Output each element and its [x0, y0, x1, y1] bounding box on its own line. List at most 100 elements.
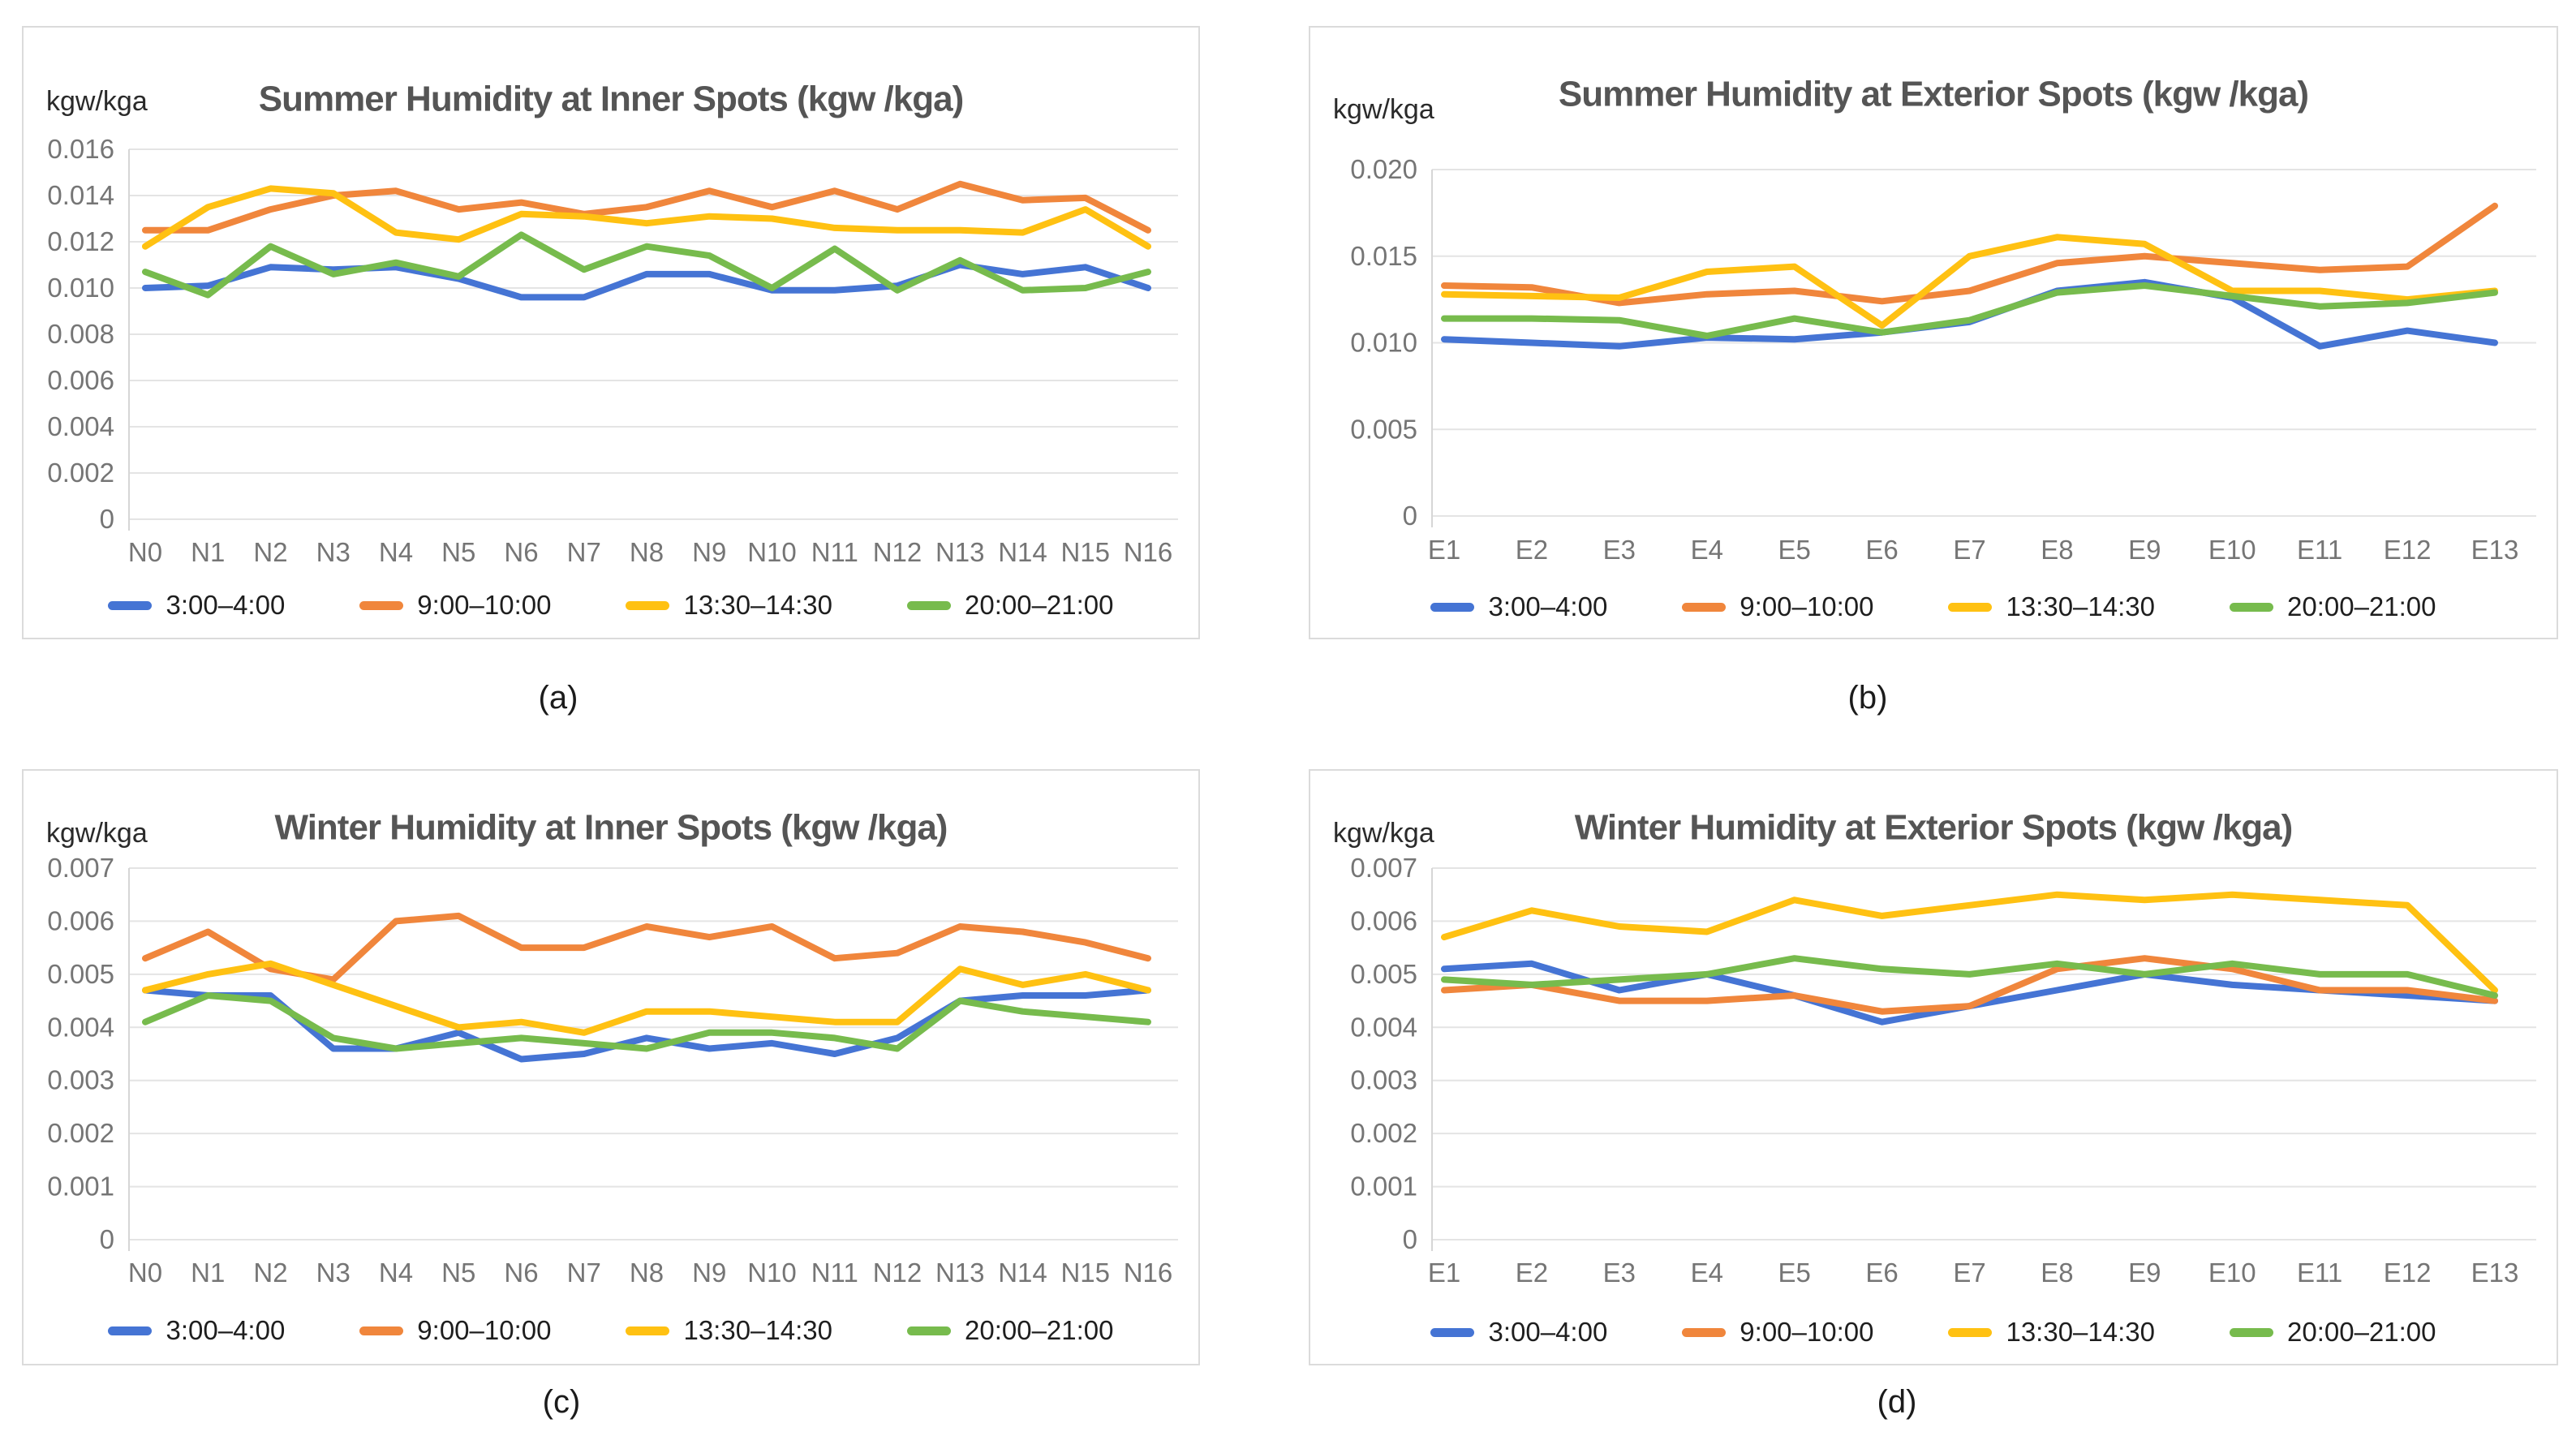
- x-axis-tick-label: N8: [630, 537, 664, 567]
- y-axis-tick-label: 0.003: [1350, 1065, 1417, 1095]
- legend-label: 20:00–21:00: [964, 1315, 1114, 1345]
- chart-title: Summer Humidity at Exterior Spots (kgw /…: [1559, 75, 2308, 114]
- x-axis-tick-label: E8: [2041, 535, 2073, 565]
- chart-panel-winter-exterior: Winter Humidity at Exterior Spots (kgw /…: [1309, 769, 2558, 1365]
- legend-swatch-icon: [906, 600, 951, 610]
- chart-canvas-a: Summer Humidity at Inner Spots (kgw /kga…: [46, 80, 1178, 567]
- legend-label: 3:00–4:00: [1488, 1317, 1608, 1347]
- x-axis-tick-label: N6: [504, 537, 538, 567]
- x-axis-tick-label: N1: [191, 537, 225, 567]
- legend-item: 20:00–21:00: [906, 1315, 1114, 1346]
- x-axis-tick-label: N16: [1124, 537, 1173, 567]
- legend-label: 3:00–4:00: [166, 1315, 286, 1345]
- x-axis-tick-label: N14: [998, 537, 1047, 567]
- series-line-2: [142, 185, 1151, 250]
- x-axis-tick-label: N5: [441, 1258, 475, 1288]
- legend-swatch-icon: [1682, 1327, 1727, 1337]
- legend-item: 20:00–21:00: [2229, 591, 2436, 622]
- y-axis-tick-label: 0.004: [47, 411, 114, 441]
- legend-item: 20:00–21:00: [906, 590, 1114, 621]
- chart-canvas-c: Winter Humidity at Inner Spots (kgw /kga…: [46, 808, 1178, 1288]
- x-axis-tick-label: N2: [253, 537, 287, 567]
- x-axis-tick-label: N15: [1060, 537, 1110, 567]
- x-axis-tick-label: N14: [998, 1258, 1047, 1288]
- legend-swatch-icon: [626, 600, 670, 610]
- x-axis-tick-label: E7: [1953, 1258, 1985, 1288]
- legend-item: 13:30–14:30: [626, 1315, 832, 1346]
- legend-label: 9:00–10:00: [1740, 591, 1874, 621]
- y-axis-tick-label: 0.004: [47, 1012, 114, 1042]
- legend-item: 13:30–14:30: [626, 590, 832, 621]
- chart-legend: 3:00–4:00 9:00–10:00 13:30–14:30 20:00–21:0…: [24, 587, 1198, 623]
- legend-swatch-icon: [108, 1326, 153, 1335]
- x-axis-tick-label: E3: [1603, 1258, 1636, 1288]
- series-line-1: [142, 180, 1151, 234]
- series-line-3: [1441, 282, 2498, 339]
- x-axis-tick-label: N9: [692, 537, 726, 567]
- x-axis-tick-label: E4: [1691, 535, 1723, 565]
- series-line-0: [142, 987, 1151, 1063]
- chart-title: Winter Humidity at Exterior Spots (kgw /…: [1575, 808, 2293, 848]
- legend-swatch-icon: [1948, 1327, 1993, 1337]
- legend-swatch-icon: [906, 1326, 951, 1335]
- series-line-2: [142, 960, 1151, 1036]
- y-axis-tick-label: 0.020: [1350, 154, 1417, 184]
- x-axis-tick-label: N6: [504, 1258, 538, 1288]
- y-axis-tick-label: 0.005: [47, 959, 114, 989]
- chart-title: Summer Humidity at Inner Spots (kgw /kga…: [259, 80, 963, 119]
- y-axis-tick-label: 0.006: [47, 365, 114, 395]
- caption-b: (b): [1847, 680, 1888, 716]
- x-axis-tick-label: E9: [2128, 535, 2161, 565]
- y-axis-tick-label: 0.016: [47, 134, 114, 164]
- legend-item: 13:30–14:30: [1948, 591, 2155, 622]
- x-axis-tick-label: N13: [935, 1258, 985, 1288]
- y-axis-tick-label: 0: [1403, 501, 1417, 531]
- x-axis-tick-label: E9: [2128, 1258, 2161, 1288]
- legend-label: 13:30–14:30: [683, 590, 832, 620]
- legend-label: 13:30–14:30: [683, 1315, 832, 1345]
- x-axis-tick-label: N10: [747, 537, 797, 567]
- x-axis-tick-label: E12: [2384, 1258, 2432, 1288]
- y-axis-unit-label: kgw/kga: [1333, 818, 1434, 849]
- x-axis-tick-label: N5: [441, 537, 475, 567]
- legend-label: 13:30–14:30: [2006, 591, 2155, 621]
- x-axis-tick-label: N2: [253, 1258, 287, 1288]
- x-axis-tick-label: E11: [2297, 1258, 2342, 1288]
- y-axis-tick-label: 0.012: [47, 226, 114, 256]
- legend-item: 3:00–4:00: [108, 590, 285, 621]
- x-axis-tick-label: E6: [1865, 1258, 1898, 1288]
- y-axis-tick-label: 0: [1403, 1224, 1417, 1254]
- x-axis-tick-label: N0: [128, 1258, 162, 1288]
- x-axis-tick-label: E6: [1865, 535, 1898, 565]
- legend-item: 9:00–10:00: [1682, 591, 1873, 622]
- legend-item: 20:00–21:00: [2229, 1317, 2436, 1348]
- y-axis-tick-label: 0.002: [1350, 1118, 1417, 1148]
- legend-label: 9:00–10:00: [417, 1315, 552, 1345]
- legend-item: 9:00–10:00: [359, 590, 551, 621]
- legend-item: 9:00–10:00: [1682, 1317, 1873, 1348]
- chart-title: Winter Humidity at Inner Spots (kgw /kga…: [275, 808, 948, 848]
- chart-canvas-d: Winter Humidity at Exterior Spots (kgw /…: [1333, 808, 2536, 1288]
- x-axis-tick-label: N11: [811, 537, 858, 567]
- x-axis-tick-label: E4: [1691, 1258, 1723, 1288]
- legend-label: 20:00–21:00: [2286, 591, 2436, 621]
- x-axis-tick-label: E5: [1778, 1258, 1810, 1288]
- y-axis-unit-label: kgw/kga: [46, 818, 148, 849]
- x-axis-tick-label: E1: [1428, 1258, 1460, 1288]
- x-axis-tick-label: E3: [1603, 535, 1636, 565]
- legend-swatch-icon: [359, 600, 404, 610]
- y-axis-tick-label: 0.001: [1350, 1172, 1417, 1202]
- chart-panel-winter-inner: Winter Humidity at Inner Spots (kgw /kga…: [22, 769, 1200, 1365]
- legend-swatch-icon: [626, 1326, 670, 1335]
- series-line-3: [142, 992, 1151, 1052]
- series-line-1: [1441, 202, 2498, 307]
- legend-swatch-icon: [1430, 602, 1475, 612]
- y-axis-tick-label: 0.007: [1350, 853, 1417, 883]
- chart-panel-summer-inner: Summer Humidity at Inner Spots (kgw /kga…: [22, 26, 1200, 639]
- series-line-3: [142, 231, 1151, 299]
- x-axis-tick-label: N8: [630, 1258, 664, 1288]
- caption-d: (d): [1877, 1384, 1917, 1420]
- x-axis-tick-label: E5: [1778, 535, 1810, 565]
- y-axis-tick-label: 0.006: [47, 905, 114, 935]
- legend-label: 20:00–21:00: [2286, 1317, 2436, 1347]
